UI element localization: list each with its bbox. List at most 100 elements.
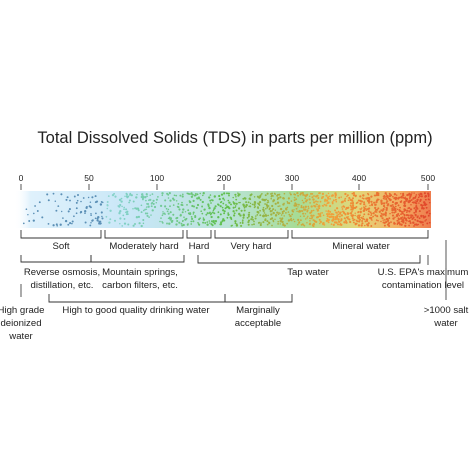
particle-dot — [400, 210, 403, 213]
particle-dot — [135, 216, 139, 219]
particle-dot — [101, 217, 104, 220]
particle-dot — [297, 218, 300, 221]
particle-dot — [213, 207, 216, 210]
particle-dot — [108, 221, 111, 224]
particle-dot — [196, 193, 199, 196]
particle-dot — [415, 223, 418, 226]
particle-dot — [202, 194, 204, 197]
particle-dot — [107, 195, 110, 197]
particle-dot — [359, 218, 362, 221]
particle-dot — [170, 220, 174, 223]
label-salt-water-2: water — [433, 318, 458, 329]
particle-dot — [367, 201, 371, 204]
label-mountain-springs-1: Mountain springs, — [102, 267, 178, 278]
particle-dot — [340, 196, 342, 198]
particle-dot — [27, 213, 29, 216]
particle-dot — [208, 220, 211, 222]
particle-dot — [365, 218, 369, 221]
particle-dot — [219, 223, 221, 226]
particle-dot — [129, 192, 132, 195]
particle-dot — [264, 203, 266, 205]
particle-dot — [181, 193, 184, 196]
particle-dot — [312, 198, 315, 201]
particle-dot — [374, 206, 377, 210]
particle-dot — [428, 221, 431, 224]
particle-dot — [114, 195, 117, 198]
particle-dot — [367, 207, 371, 210]
particle-dot — [382, 221, 385, 224]
particle-dot — [192, 213, 195, 215]
particle-dot — [287, 211, 290, 213]
particle-dot — [212, 219, 215, 222]
particle-dot — [373, 201, 376, 204]
particle-dot — [201, 205, 204, 208]
particle-dot — [202, 221, 205, 224]
particle-dot — [386, 204, 389, 207]
particle-dot — [267, 205, 270, 207]
particle-dot — [363, 206, 366, 209]
particle-dot — [404, 196, 407, 198]
particle-dot — [145, 206, 148, 208]
tick-300: 300 — [285, 173, 299, 190]
particle-dot — [368, 196, 371, 200]
particle-dot — [337, 218, 340, 221]
particle-dot — [303, 207, 305, 209]
particle-dot — [425, 203, 428, 206]
particle-dot — [167, 208, 170, 211]
tick-label-500: 500 — [421, 173, 435, 183]
particle-dot — [417, 196, 420, 199]
particle-dot — [274, 214, 278, 217]
label-marginally-1: Marginally — [236, 305, 280, 316]
particle-dot — [190, 217, 194, 221]
particle-dot — [413, 225, 415, 227]
particle-dot — [279, 223, 281, 225]
particle-dot — [300, 205, 303, 207]
particle-dot — [330, 215, 333, 218]
label-soft: Soft — [52, 241, 69, 252]
particle-dot — [402, 196, 405, 199]
particle-dot — [286, 222, 288, 225]
particle-dot — [313, 219, 316, 222]
particle-dot — [84, 221, 87, 224]
particle-dot — [312, 209, 315, 212]
particle-dot — [311, 215, 313, 218]
particle-dot — [302, 212, 305, 215]
particle-dot — [394, 216, 396, 219]
particle-dot — [182, 208, 185, 211]
particle-dot — [199, 217, 201, 220]
particle-dot — [375, 211, 378, 213]
particle-dot — [269, 210, 272, 213]
particle-dot — [316, 203, 319, 206]
particle-dot — [98, 222, 101, 225]
particle-dot — [247, 219, 251, 222]
particle-dot — [385, 197, 388, 201]
particle-dot — [95, 200, 99, 203]
particle-dot — [235, 195, 237, 198]
particle-dot — [381, 217, 383, 220]
particle-dot — [384, 212, 387, 215]
particle-dot — [278, 193, 281, 196]
particle-dot — [391, 211, 394, 214]
particle-dot — [321, 212, 324, 214]
particle-dot — [395, 194, 398, 196]
particle-dot — [200, 210, 203, 213]
particle-dot — [327, 221, 330, 224]
particle-dot — [235, 202, 238, 205]
particle-dot — [403, 201, 406, 204]
particle-dot — [271, 224, 273, 227]
particle-dot — [374, 222, 377, 225]
particle-dot — [364, 220, 367, 223]
particle-dot — [96, 217, 99, 220]
particle-dot — [55, 223, 58, 226]
particle-dot — [354, 214, 356, 217]
particle-dot — [94, 217, 97, 220]
particle-dot — [133, 222, 137, 226]
particle-dot — [259, 223, 262, 227]
particle-dot — [288, 202, 291, 205]
particle-dot — [300, 206, 303, 209]
particle-dot — [257, 207, 259, 210]
particle-dot — [22, 222, 25, 225]
particle-dot — [380, 212, 383, 215]
particle-dot — [172, 199, 175, 201]
particle-dot — [389, 198, 392, 201]
